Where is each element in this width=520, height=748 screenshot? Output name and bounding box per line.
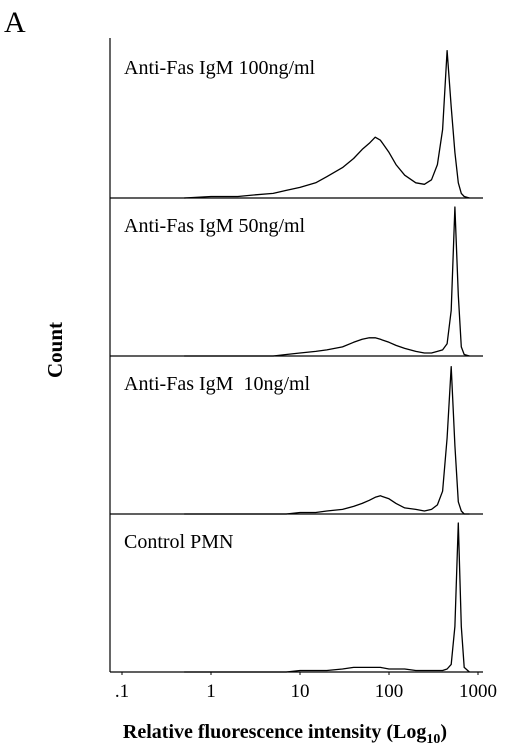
x-axis-label-sub: 10 [426,732,440,747]
panel-label: Anti-Fas IgM 100ng/ml [124,57,316,79]
histogram-line [184,365,470,515]
histogram-line [184,522,470,673]
panel-label: Anti-Fas IgM 10ng/ml [124,373,311,395]
y-axis-label: Count [43,322,67,378]
x-tick-label: .1 [115,681,129,702]
x-axis-label-main: Relative fluorescence intensity (Log [123,721,426,743]
x-tick-label: 100 [375,681,404,702]
x-axis-label: Relative fluorescence intensity (Log10) [123,721,447,747]
panel-label: Anti-Fas IgM 50ng/ml [124,215,306,237]
x-tick-label: 10 [291,681,310,702]
x-tick-label: 1 [206,681,216,702]
x-axis-label-end: ) [440,721,447,743]
panel-label: Control PMN [124,531,233,553]
panel-letter: A [4,6,26,39]
x-tick-label: 1000 [459,681,497,702]
histogram-line [184,49,470,199]
histogram-line [184,206,470,357]
